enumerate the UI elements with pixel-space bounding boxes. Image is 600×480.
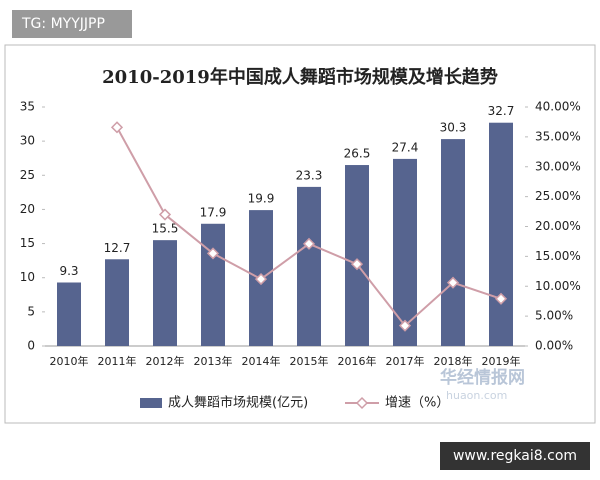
y-tick-label: 15 [20, 236, 35, 250]
line-marker [398, 319, 412, 332]
y-tick-label: 5 [27, 304, 35, 318]
top-label-box [12, 10, 132, 38]
bar [489, 122, 513, 346]
bar-value-label: 27.4 [392, 140, 419, 154]
top-label: TG: MYYJJPP [21, 16, 105, 32]
y2-tick-label: 0.00% [535, 339, 573, 353]
line-marker [446, 276, 460, 289]
y-tick-label: 20 [20, 202, 35, 216]
line-marker [158, 208, 172, 221]
logo-url: huaon.com [446, 389, 507, 402]
x-tick-label: 2019年 [482, 354, 521, 368]
y-tick-label: 30 [20, 134, 35, 148]
bar-value-label: 26.5 [344, 147, 371, 161]
bar [153, 240, 177, 346]
bar-value-label: 9.3 [59, 264, 78, 278]
chart-title: 2010-2019年中国成人舞蹈市场规模及增长趋势 [102, 66, 498, 88]
bar-value-label: 12.7 [104, 241, 131, 255]
y-tick-label: 25 [20, 168, 35, 182]
legend-label: 增速（%） [385, 396, 449, 411]
legend-swatch [140, 398, 162, 408]
bar-value-label: 19.9 [248, 192, 275, 206]
x-tick-label: 2010年 [50, 354, 89, 368]
y-tick-label: 0 [27, 339, 35, 353]
bar [201, 223, 225, 346]
line-marker [302, 237, 316, 250]
line-marker [110, 121, 124, 134]
bar-value-label: 32.7 [488, 104, 515, 118]
y2-tick-label: 40.00% [535, 100, 581, 114]
bar [297, 186, 321, 346]
bottom-label: www.regkai8.com [453, 448, 577, 464]
logo-title: 华经情报网 [440, 367, 525, 388]
y2-tick-label: 5.00% [535, 309, 573, 323]
x-tick-label: 2012年 [146, 354, 185, 368]
y-tick-label: 10 [20, 270, 35, 284]
bar-value-label: 17.9 [200, 205, 227, 219]
y2-tick-label: 10.00% [535, 279, 581, 293]
x-tick-label: 2016年 [338, 354, 377, 368]
legend-label: 成人舞蹈市场规模(亿元) [168, 395, 308, 411]
bar-value-label: 15.5 [152, 222, 179, 236]
y2-tick-label: 15.00% [535, 249, 581, 263]
bar-value-label: 23.3 [296, 168, 323, 182]
line-marker [494, 292, 508, 305]
line-marker [206, 247, 220, 260]
x-tick-label: 2015年 [290, 354, 329, 368]
y2-tick-label: 30.00% [535, 159, 581, 173]
line-marker [350, 258, 364, 271]
y-tick-label: 35 [20, 100, 35, 114]
bar [57, 282, 81, 346]
y2-tick-label: 20.00% [535, 219, 581, 233]
line-marker [254, 273, 268, 286]
x-tick-label: 2013年 [194, 354, 233, 368]
bar [105, 259, 129, 346]
x-tick-label: 2017年 [386, 354, 425, 368]
x-tick-label: 2018年 [434, 354, 473, 368]
x-tick-label: 2011年 [98, 354, 137, 368]
bottom-label-box [440, 442, 590, 470]
bar [441, 139, 465, 346]
y2-tick-label: 35.00% [535, 129, 581, 143]
x-tick-label: 2014年 [242, 354, 281, 368]
legend-marker [355, 396, 369, 410]
y2-tick-label: 25.00% [535, 189, 581, 203]
bar [345, 165, 369, 346]
bar-value-label: 30.3 [440, 121, 467, 135]
